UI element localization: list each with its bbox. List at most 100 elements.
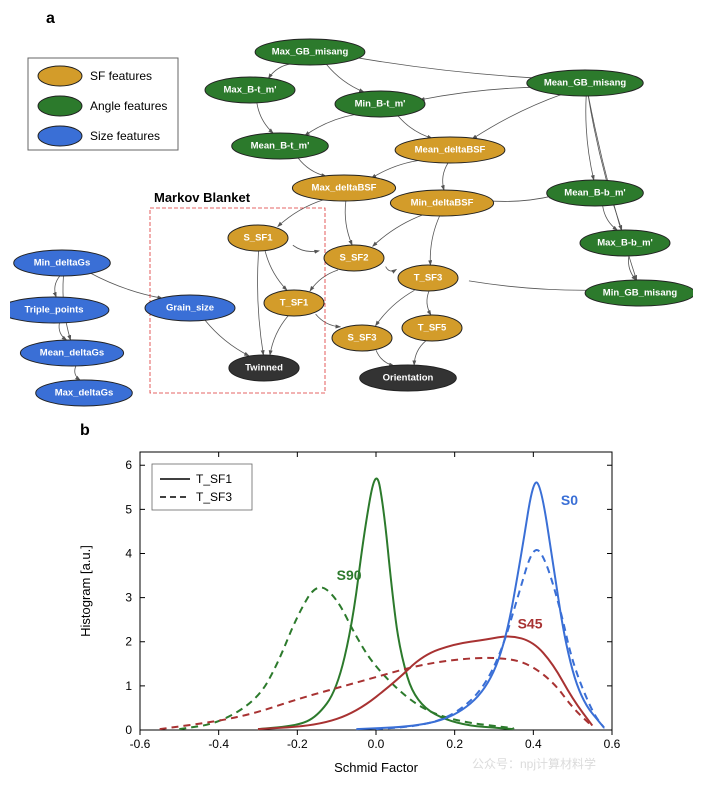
svg-text:Min_deltaBSF: Min_deltaBSF [411, 198, 474, 209]
svg-text:Orientation: Orientation [383, 373, 434, 384]
curve-label: S0 [560, 492, 577, 508]
ytick: 4 [125, 546, 132, 560]
markov-label: Markov Blanket [154, 190, 251, 205]
ytick: 5 [125, 502, 132, 516]
chart-legend: T_SF1T_SF3 [152, 464, 252, 510]
node-Grain_size: Grain_size [145, 295, 235, 321]
edge [293, 245, 319, 251]
svg-text:Max_deltaBSF: Max_deltaBSF [312, 183, 377, 194]
node-Min_deltaBSF: Min_deltaBSF [390, 190, 493, 216]
edge [398, 116, 432, 138]
node-Triple_points: Triple_points [10, 297, 109, 323]
edge [427, 291, 431, 315]
watermark: 公众号：npj计算材料学 [472, 756, 596, 771]
panel-a-label: a [46, 10, 693, 28]
svg-text:S_SF3: S_SF3 [347, 333, 376, 344]
curve-label: S45 [517, 616, 542, 632]
edge [483, 196, 554, 202]
edge [443, 163, 448, 190]
edge [265, 251, 287, 290]
edge [268, 64, 291, 79]
svg-text:Angle features: Angle features [90, 99, 167, 113]
svg-text:Mean_B-b_m': Mean_B-b_m' [564, 188, 625, 199]
node-Mean_GB_misang: Mean_GB_misang [527, 70, 643, 96]
node-Min_GB_misang: Min_GB_misang [585, 280, 693, 306]
curve-S45_dashed [159, 658, 592, 729]
ytick: 1 [125, 679, 132, 693]
svg-text:Max_GB_misang: Max_GB_misang [272, 47, 349, 58]
xtick: 0.2 [446, 737, 463, 751]
svg-text:Grain_size: Grain_size [166, 303, 214, 314]
svg-text:Max_B-b_m': Max_B-b_m' [597, 238, 653, 249]
edge [310, 270, 338, 291]
svg-text:Twinned: Twinned [245, 363, 283, 374]
histogram-chart: -0.6 -0.4 -0.2 0.0 0.2 0.4 0.6 0 1 2 3 4 5 6 Schmid Fa… [72, 440, 632, 780]
edge [75, 366, 80, 380]
edge [316, 314, 341, 327]
panel-b-label: b [80, 422, 693, 440]
xtick: 0.6 [603, 737, 620, 751]
svg-text:T_SF1: T_SF1 [196, 472, 232, 486]
svg-text:SF features: SF features [90, 69, 152, 83]
svg-text:Mean_B-t_m': Mean_B-t_m' [251, 141, 310, 152]
edge [270, 316, 288, 355]
svg-text:Mean_GB_misang: Mean_GB_misang [544, 78, 627, 89]
edge [278, 199, 325, 226]
edge [376, 350, 394, 366]
svg-text:Size features: Size features [90, 129, 160, 143]
xtick: 0.4 [524, 737, 541, 751]
node-S_SF2: S_SF2 [324, 245, 384, 271]
node-Max_Bt_m: Max_B-t_m' [205, 77, 295, 103]
node-Orientation: Orientation [360, 365, 457, 391]
edge [205, 320, 249, 356]
edge [349, 56, 545, 78]
node-Mean_deltaGs: Mean_deltaGs [20, 340, 123, 366]
edge [59, 323, 67, 340]
node-S_SF3: S_SF3 [332, 325, 392, 351]
edge [90, 273, 162, 298]
edge [298, 158, 326, 176]
edge [345, 201, 352, 245]
edge [305, 114, 355, 135]
node-Max_deltaGs: Max_deltaGs [36, 380, 133, 406]
node-S_SF1: S_SF1 [228, 225, 288, 251]
svg-text:S_SF1: S_SF1 [243, 233, 273, 244]
curve-S45_solid [258, 636, 592, 729]
svg-text:Mean_deltaBSF: Mean_deltaBSF [415, 145, 486, 156]
node-Mean_Bt_m: Mean_B-t_m' [232, 133, 329, 159]
node-Max_Bb_m: Max_B-b_m' [580, 230, 670, 256]
edge [258, 251, 264, 355]
node-Max_GB_misang: Max_GB_misang [255, 39, 365, 65]
network-legend: SF features Angle features Size features [28, 58, 178, 150]
ytick: 6 [125, 458, 132, 472]
svg-text:Min_GB_misang: Min_GB_misang [603, 288, 678, 299]
edge [588, 96, 622, 230]
node-Mean_Bb_m: Mean_B-b_m' [547, 180, 644, 206]
svg-text:Mean_deltaGs: Mean_deltaGs [40, 348, 104, 359]
svg-text:Max_B-t_m': Max_B-t_m' [224, 85, 277, 96]
node-T_SF1: T_SF1 [264, 290, 324, 316]
xtick: -0.4 [208, 737, 229, 751]
ytick: 2 [125, 635, 132, 649]
edge [586, 96, 594, 180]
xtick: -0.2 [286, 737, 307, 751]
xlabel: Schmid Factor [334, 760, 418, 775]
svg-text:S_SF2: S_SF2 [339, 253, 368, 264]
ytick: 3 [125, 591, 132, 605]
edge [472, 94, 563, 139]
xtick: -0.6 [129, 737, 150, 751]
ylabel: Histogram [a.u.] [78, 545, 93, 637]
curve-label: S90 [336, 567, 361, 583]
svg-text:Max_deltaGs: Max_deltaGs [55, 388, 114, 399]
svg-text:T_SF1: T_SF1 [280, 298, 309, 309]
ytick: 0 [125, 723, 132, 737]
edge [373, 215, 424, 247]
edge [55, 276, 60, 297]
svg-text:Min_B-t_m': Min_B-t_m' [355, 99, 406, 110]
xtick: 0.0 [367, 737, 384, 751]
node-Mean_deltaBSF: Mean_deltaBSF [395, 137, 505, 163]
node-Max_deltaBSF: Max_deltaBSF [292, 175, 395, 201]
node-T_SF3: T_SF3 [398, 265, 458, 291]
network-graph: Markov Blanket Max_GB_misang Max_B-t_m' Min… [10, 28, 693, 418]
edge [386, 267, 397, 272]
